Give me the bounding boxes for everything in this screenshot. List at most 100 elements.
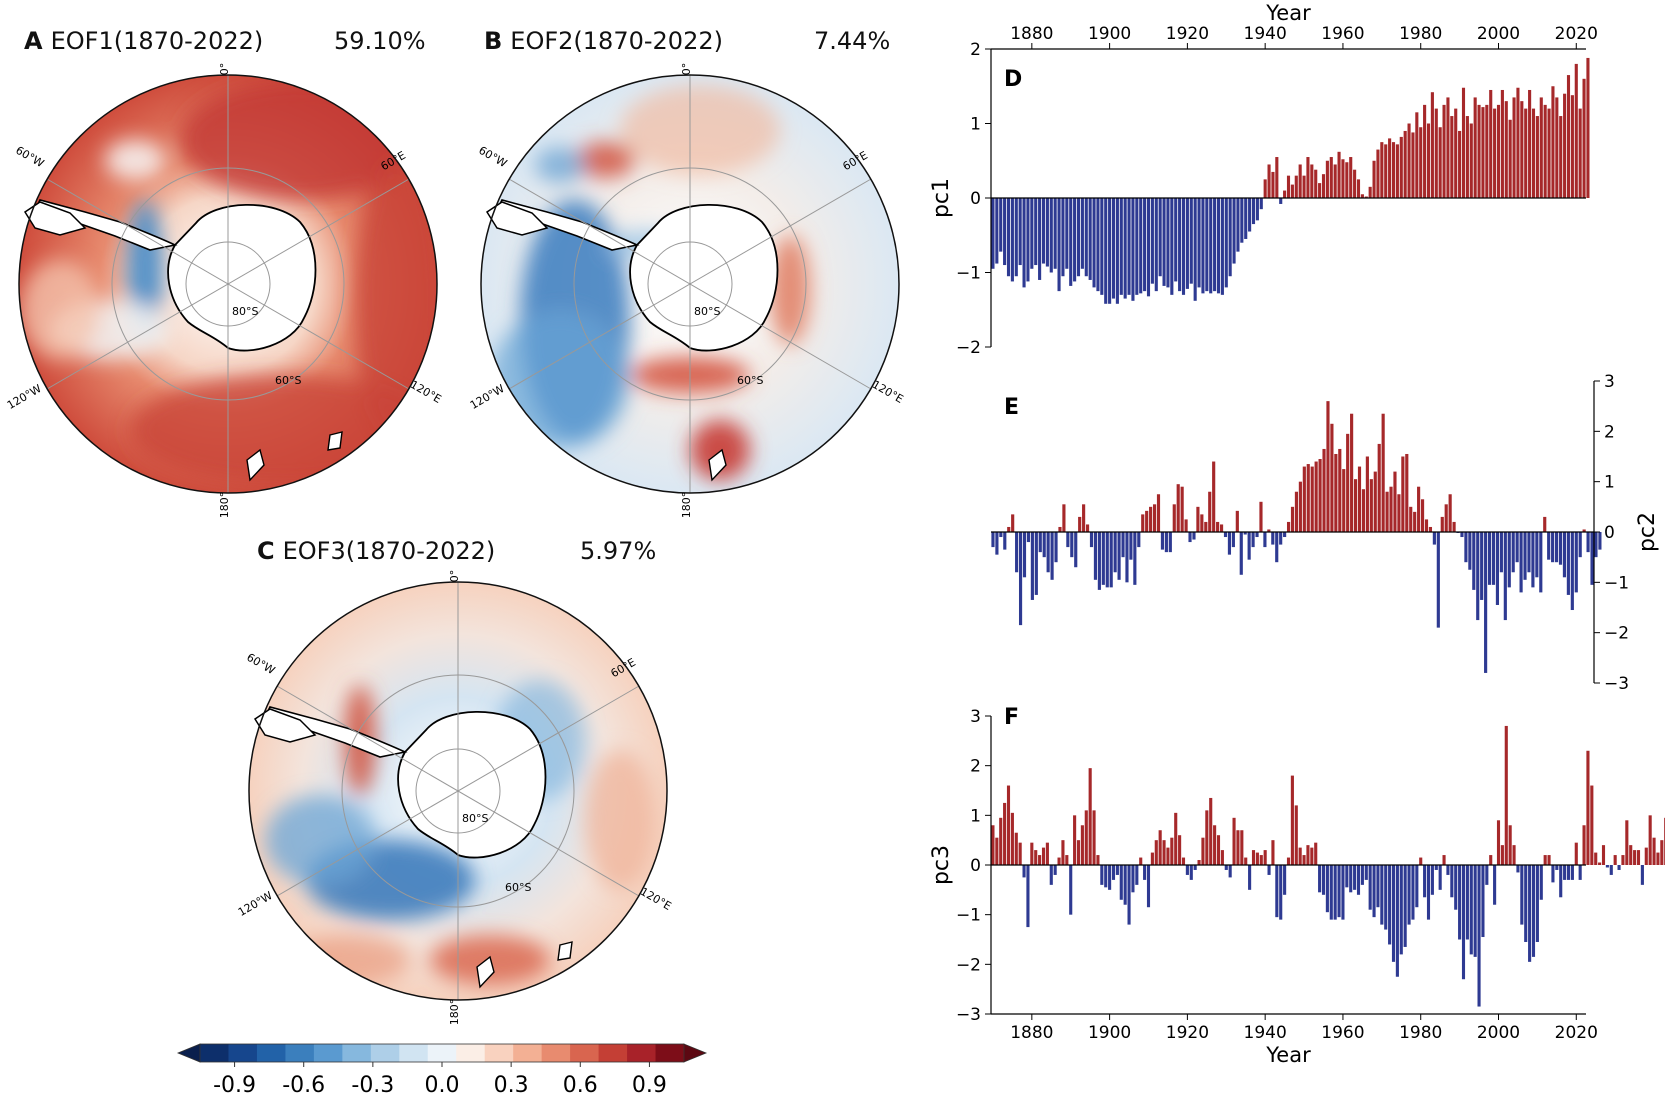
- pc-bar: [1590, 532, 1594, 585]
- pc-bar: [1275, 532, 1279, 563]
- pc-bar: [1364, 196, 1368, 198]
- pc-bar: [1444, 504, 1448, 532]
- pc-bar: [1294, 175, 1298, 198]
- pc-bar: [1170, 198, 1174, 295]
- pc-bar: [1551, 532, 1555, 563]
- pc-bar: [1539, 532, 1543, 593]
- pc-bar: [1057, 857, 1061, 865]
- pc-bar: [1527, 532, 1531, 573]
- pc-bar: [1073, 198, 1077, 282]
- pc-bar: [1231, 532, 1235, 548]
- map-a-label-80s: 80°S: [232, 305, 258, 318]
- pc-bar: [1283, 532, 1287, 538]
- pc-bar: [1137, 532, 1141, 548]
- map-b-label-60w: 60°W: [476, 144, 509, 171]
- pc-bar: [1380, 865, 1384, 925]
- pc-bar: [1088, 768, 1092, 865]
- pc-bar: [1489, 855, 1493, 865]
- pc-bar: [1563, 865, 1567, 880]
- map-eof1-boundary: [18, 74, 438, 494]
- pc-bar: [1283, 190, 1287, 198]
- pc-bar: [1209, 797, 1213, 865]
- pc-bar: [1240, 830, 1244, 865]
- pc-bar: [1213, 825, 1217, 865]
- pc-bar: [1574, 842, 1578, 865]
- colorbar-tick-label: -0.3: [351, 1073, 394, 1098]
- pc-bar: [1006, 198, 1011, 277]
- pc-bar: [1477, 865, 1481, 1007]
- pc-bar: [1481, 865, 1485, 938]
- pc-bar: [1384, 865, 1388, 930]
- pc-bar: [1003, 802, 1007, 865]
- pc-bar: [1633, 850, 1637, 865]
- map-eof2-gridlines: [508, 75, 872, 493]
- map-eof3-boundary: [248, 581, 668, 1001]
- pc-bar: [1192, 532, 1196, 540]
- pc-bar: [1446, 97, 1450, 198]
- pc-bar: [1065, 198, 1069, 269]
- colorbar-cell: [598, 1044, 628, 1062]
- map-a-label-0: 0°: [218, 63, 231, 76]
- pc-bar: [1535, 116, 1539, 198]
- pc-bar: [1448, 494, 1452, 532]
- pc-bar: [1108, 865, 1112, 890]
- pc-bar: [1224, 865, 1228, 870]
- pc-bar: [1570, 865, 1574, 880]
- pc-bar: [1380, 142, 1384, 198]
- eof2-variance: 7.44%: [814, 27, 891, 55]
- pc-bar: [1085, 524, 1090, 532]
- pc-bar: [1563, 93, 1567, 198]
- pc-bar: [1582, 825, 1586, 865]
- pc-bar: [1143, 865, 1147, 880]
- pc-bar: [1558, 532, 1563, 565]
- x-tick-label: 1940: [1244, 24, 1287, 44]
- y-tick-label: 2: [1604, 422, 1615, 442]
- pc-bar: [1652, 837, 1656, 865]
- pc-bar: [1481, 107, 1485, 198]
- pc-bar: [1322, 448, 1326, 532]
- pc-bar: [1473, 97, 1477, 198]
- map-a-label-60s: 60°S: [275, 374, 301, 387]
- pc-bar: [1193, 198, 1197, 301]
- pc-bar: [1605, 865, 1609, 868]
- x-tick-label: 1880: [1010, 24, 1053, 44]
- pc-bar: [1310, 466, 1314, 532]
- pc-bar: [1403, 130, 1407, 198]
- pc-bar: [1026, 198, 1030, 282]
- pc-bar: [1146, 865, 1151, 908]
- pc-bar: [1629, 845, 1633, 865]
- pc-bar: [1325, 865, 1329, 913]
- map-eof3-gridlines: [276, 582, 640, 1000]
- pc-bar: [1601, 845, 1606, 865]
- pc-bar: [1119, 198, 1123, 295]
- pc-bar: [1255, 852, 1259, 865]
- colorbar-tick-label: 0.0: [425, 1073, 460, 1098]
- map-c-label-120w: 120°W: [236, 889, 275, 919]
- pc-bar: [1407, 865, 1411, 925]
- pc-bar: [1472, 532, 1476, 590]
- pc-bar: [1656, 852, 1660, 865]
- pc-bar: [1069, 198, 1073, 286]
- colorbar-cell: [200, 1044, 229, 1062]
- pc-bar: [1341, 865, 1345, 920]
- south-america-tip-b: [485, 201, 549, 236]
- pc-bar: [1133, 532, 1137, 585]
- pc-bar: [991, 825, 995, 865]
- pc-bar: [1180, 486, 1184, 532]
- y-tick-label: −1: [956, 906, 981, 926]
- pc-bar: [1092, 810, 1096, 865]
- pc-bar: [1594, 852, 1598, 865]
- pc-bar: [1403, 865, 1407, 947]
- pc-bar: [1405, 453, 1409, 532]
- pc-bar: [1346, 433, 1350, 532]
- pc-bar: [1076, 198, 1081, 277]
- pc-bar: [1442, 855, 1446, 865]
- eof1-title: A EOF1(1870-2022): [24, 27, 263, 55]
- pc-bar: [1365, 456, 1369, 532]
- pc-bar: [1236, 830, 1240, 865]
- pc-bar: [1476, 532, 1480, 621]
- antarctica-continent-b: [629, 203, 779, 352]
- y-tick-label: 3: [1604, 372, 1615, 392]
- pc-bar: [1391, 142, 1396, 198]
- pc-bar: [1176, 484, 1180, 532]
